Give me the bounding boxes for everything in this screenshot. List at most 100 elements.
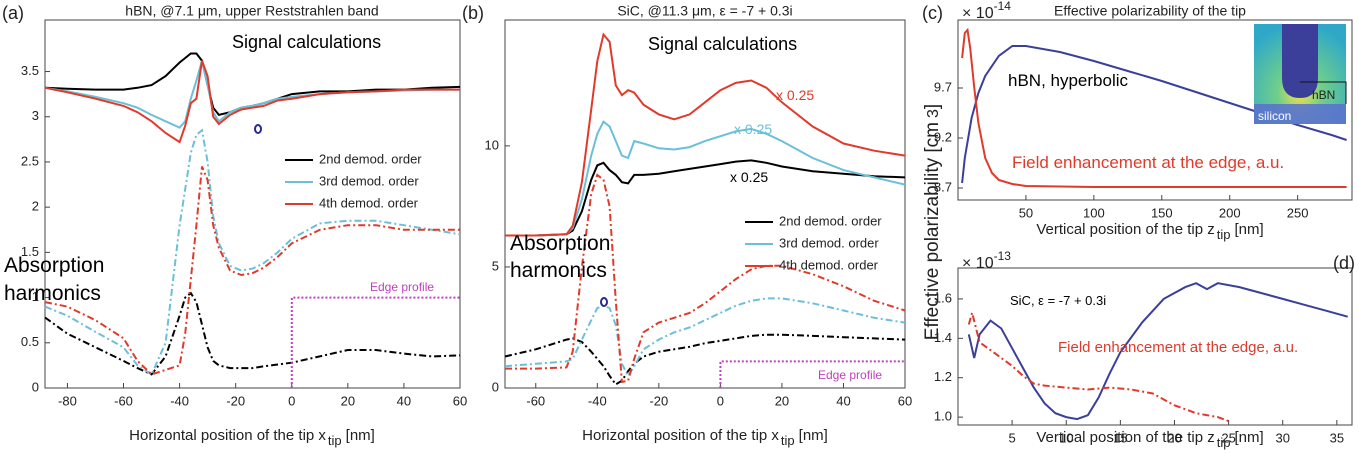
x-axis-label-sub: tip <box>1217 227 1231 242</box>
y-scale-exponent: -14 <box>994 0 1012 13</box>
x-tick-label: -40 <box>170 393 189 408</box>
y-scale-base: × 10 <box>962 5 994 22</box>
annotation: harmonics <box>4 282 101 305</box>
data-line <box>290 296 460 388</box>
data-line <box>44 60 460 144</box>
y-tick-label: 1.6 <box>934 290 952 305</box>
annotation: hBN, hyperbolic <box>1008 71 1129 90</box>
plots: -80 -60 -40 -20 0 20 40 60 0 0.5 1 1.5 2 2.5 3 3.5 2nd d… <box>4 19 1353 445</box>
x-tick-label: 25 <box>1221 430 1235 445</box>
x-tick-label: -80 <box>58 393 77 408</box>
legend-label: 2nd demod. order <box>319 151 422 166</box>
x-tick-label: 20 <box>1167 430 1181 445</box>
data-line <box>505 159 906 237</box>
y-tick-label: 1.2 <box>934 369 952 384</box>
x-tick-label: 200 <box>1219 205 1241 220</box>
x-tick-label: 0 <box>717 393 724 408</box>
data-line <box>44 166 460 376</box>
x-axis-label: Horizontal position of the tip x tip [nm] <box>129 427 375 448</box>
y-tick-label: 0.5 <box>21 334 39 349</box>
x-tick-label: 20 <box>775 393 789 408</box>
x-axis-label-unit: [nm] <box>1234 221 1263 238</box>
x-axis-label-sub: tip <box>781 433 795 448</box>
x-tick-label: 10 <box>1059 430 1073 445</box>
y-axis-label: Effective polarizability [cm 3] <box>922 104 943 340</box>
data-line <box>961 27 1347 188</box>
x-tick-label: 250 <box>1287 205 1309 220</box>
x-tick-label: 40 <box>836 393 850 408</box>
x-axis-label-unit: [nm] <box>799 427 828 444</box>
data-line <box>44 60 460 129</box>
x-tick-label: 15 <box>1113 430 1127 445</box>
y-scale-exponent: -13 <box>994 249 1012 263</box>
y-tick-label: 9.7 <box>934 79 952 94</box>
panel-label: (c) <box>922 3 943 23</box>
inset-label: hBN <box>1312 88 1335 102</box>
x-axis-label-main: Horizontal position of the tip x <box>129 427 326 444</box>
inset-label: silicon <box>1258 109 1291 123</box>
y-tick-label: 9.2 <box>934 129 952 144</box>
panel-label: (d) <box>1333 253 1355 273</box>
legend-label: 4th demod. order <box>779 257 879 272</box>
annotation: Absorption <box>4 254 104 277</box>
annotation: Edge profile <box>370 280 434 294</box>
x-tick-label: 150 <box>1151 205 1173 220</box>
legend-label: 4th demod. order <box>319 195 419 210</box>
x-tick-label: 20 <box>341 393 355 408</box>
data-line <box>505 173 906 384</box>
annotation: Absorption <box>510 232 610 255</box>
legend-label: 3rd demod. order <box>319 173 419 188</box>
chart-title: Effective polarizability of the tip <box>1054 3 1246 19</box>
x-tick-label: 30 <box>1275 430 1289 445</box>
x-axis-label: Vertical position of the tip z tip [nm] <box>1036 429 1263 450</box>
x-tick-label: -60 <box>114 393 133 408</box>
x-axis-label-sub: tip <box>1217 435 1231 450</box>
y-axis-label-main: Effective polarizability [cm <box>922 122 943 340</box>
data-line <box>967 308 1229 423</box>
y-tick-label: 0 <box>32 379 39 394</box>
y-tick-label: 2 <box>32 199 39 214</box>
x-axis-label: Vertical position of the tip z tip [nm] <box>1036 221 1263 242</box>
x-axis-label-main: Vertical position of the tip z <box>1036 221 1214 238</box>
marker <box>600 297 608 307</box>
y-tick-label: 1.0 <box>934 409 952 424</box>
x-tick-label: 0 <box>288 393 295 408</box>
data-line <box>505 120 906 237</box>
y-tick-label: 2.5 <box>21 153 39 168</box>
data-line <box>44 291 461 376</box>
x-tick-label: 5 <box>1009 430 1016 445</box>
x-axis-label-main: Horizontal position of the tip x <box>582 427 779 444</box>
data-line <box>44 128 461 376</box>
x-tick-label: 100 <box>1083 205 1105 220</box>
chart-title: SiC, @11.3 μm, ε = -7 + 0.3i <box>617 3 792 19</box>
y-tick-label: 0 <box>492 379 499 394</box>
plot-frame <box>504 19 906 389</box>
annotation: SiC, ε = -7 + 0.3i <box>1010 293 1106 308</box>
data-line <box>967 282 1348 421</box>
y-tick-label: 1 <box>32 289 39 304</box>
x-tick-label: 60 <box>898 393 912 408</box>
x-tick-label: 40 <box>397 393 411 408</box>
y-tick-label: 1.4 <box>934 330 952 345</box>
plot-frame <box>44 19 461 389</box>
y-scale-label: × 10-14 <box>962 0 1011 22</box>
x-tick-label: -60 <box>526 393 545 408</box>
y-tick-label: 5 <box>492 258 499 273</box>
y-tick-label: 10 <box>485 137 499 152</box>
annotation: x 0.25 <box>776 87 814 103</box>
y-tick-label: 3.5 <box>21 63 39 78</box>
data-line <box>504 297 906 378</box>
x-tick-label: 60 <box>453 393 467 408</box>
x-axis-label-unit: [nm] <box>1234 429 1263 446</box>
y-axis-label-end: ] <box>922 104 943 109</box>
x-axis-label-main: Vertical position of the tip z <box>1036 429 1214 446</box>
y-tick-label: 3 <box>32 108 39 123</box>
inset-image: hBN silicon <box>1254 24 1347 124</box>
plot-frame <box>957 267 1353 426</box>
x-axis-label: Horizontal position of the tip x tip [nm] <box>582 427 828 448</box>
panel-label: (b) <box>462 3 484 23</box>
chart-title: hBN, @7.1 μm, upper Reststrahlen band <box>125 3 378 19</box>
annotation: Signal calculations <box>232 32 381 52</box>
